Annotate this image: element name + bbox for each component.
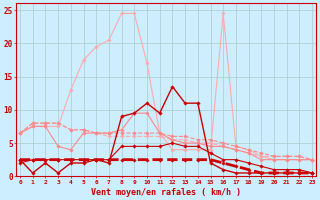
X-axis label: Vent moyen/en rafales ( km/h ): Vent moyen/en rafales ( km/h ) (91, 188, 241, 197)
